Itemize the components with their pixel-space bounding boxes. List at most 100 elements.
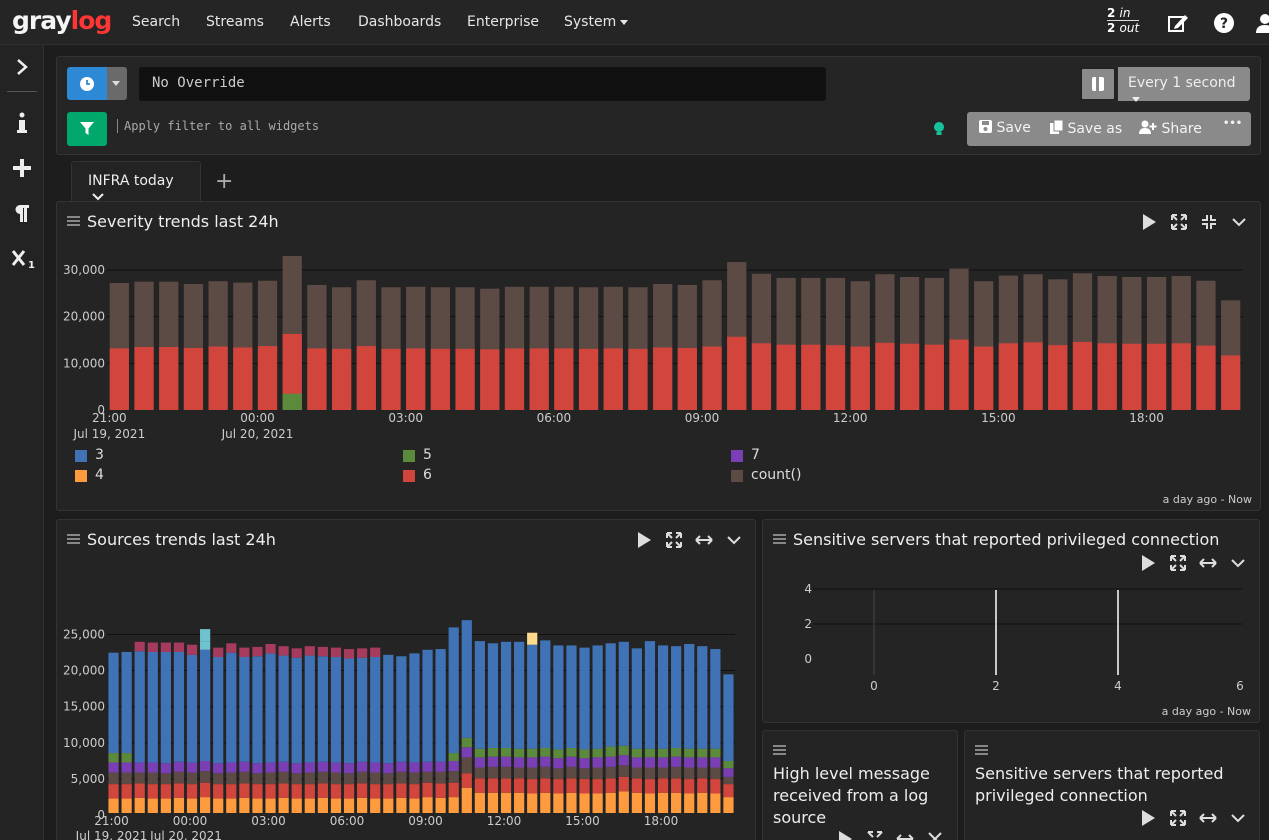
stacked-bar-segment xyxy=(147,642,158,652)
edit-icon[interactable] xyxy=(1167,12,1189,34)
stacked-bar-segment xyxy=(173,783,185,798)
legend-label: 5 xyxy=(423,447,432,463)
filter-input[interactable]: Apply filter to all widgets xyxy=(117,119,319,133)
throughput-indicator[interactable]: 2 in 2 out xyxy=(1107,6,1140,35)
stacked-bar-segment xyxy=(723,776,734,785)
filter-button[interactable] xyxy=(67,112,107,146)
paragraph-icon[interactable] xyxy=(12,203,32,223)
dashboard-actions: Save Save as Share ••• xyxy=(967,112,1251,146)
chevron-down-icon[interactable] xyxy=(724,530,744,550)
refresh-interval-dropdown[interactable]: Every 1 second xyxy=(1118,67,1250,102)
time-range-button[interactable] xyxy=(67,67,107,100)
stacked-bar-segment xyxy=(278,783,289,798)
drag-handle-icon[interactable] xyxy=(773,534,786,544)
copy-icon xyxy=(1050,119,1064,134)
bar-6 xyxy=(504,348,525,410)
play-icon[interactable] xyxy=(1139,212,1159,232)
info-icon[interactable] xyxy=(14,112,30,134)
time-range-dropdown-button[interactable] xyxy=(107,67,127,100)
save-button[interactable]: Save xyxy=(979,120,1031,136)
bar-6 xyxy=(282,333,302,410)
stacked-bar-segment xyxy=(134,772,145,784)
expand-icon[interactable] xyxy=(1168,553,1188,573)
user-icon[interactable] xyxy=(1254,12,1269,34)
nav-streams[interactable]: Streams xyxy=(206,14,264,30)
x-tick-label: 06:00 xyxy=(330,814,365,828)
nav-dashboards[interactable]: Dashboards xyxy=(358,14,442,30)
stacked-bar-segment xyxy=(383,784,394,799)
stacked-bar-segment xyxy=(343,649,355,659)
compress-icon[interactable] xyxy=(1199,212,1219,232)
stacked-bar-segment xyxy=(631,792,642,813)
plus-icon[interactable] xyxy=(12,158,32,178)
help-icon[interactable]: ? xyxy=(1213,12,1235,34)
nav-system[interactable]: System xyxy=(564,14,629,30)
drag-handle-icon[interactable] xyxy=(975,745,988,755)
drag-handle-icon[interactable] xyxy=(67,534,80,544)
legend-item[interactable]: count() xyxy=(731,467,801,483)
top-navbar: graylog Search Streams Alerts Dashboards… xyxy=(0,0,1269,45)
lightbulb-icon[interactable] xyxy=(932,121,946,137)
stacked-bar-segment xyxy=(213,773,224,785)
stacked-bar-segment xyxy=(605,643,616,747)
legend-item[interactable]: 3 xyxy=(75,447,104,463)
graylog-logo[interactable]: graylog xyxy=(12,6,112,35)
stacked-bar-segment xyxy=(134,783,145,798)
stacked-bar-segment xyxy=(461,747,472,758)
share-button[interactable]: Share xyxy=(1139,120,1202,137)
stacked-bar-segment xyxy=(265,784,276,799)
legend-item[interactable]: 4 xyxy=(75,467,104,483)
expand-icon[interactable] xyxy=(664,530,684,550)
resize-width-icon[interactable] xyxy=(895,829,915,840)
stacked-bar-segment xyxy=(540,766,551,779)
subscript-icon[interactable]: 1 xyxy=(11,248,35,270)
stacked-bar-segment xyxy=(396,783,407,798)
tab-infra-today[interactable]: INFRA today xyxy=(71,161,201,201)
add-tab-button[interactable]: + xyxy=(215,169,234,194)
resize-width-icon[interactable] xyxy=(1198,553,1218,573)
y-tick-label: 0 xyxy=(97,808,105,822)
drag-handle-icon[interactable] xyxy=(773,745,786,755)
stacked-bar-segment xyxy=(592,767,603,780)
legend-item[interactable]: 7 xyxy=(731,447,760,463)
chevron-right-icon[interactable] xyxy=(12,57,32,77)
legend-swatch xyxy=(731,450,743,462)
x-tick-sublabel: Jul 19, 2021 xyxy=(72,427,145,441)
stacked-bar-segment xyxy=(108,762,119,773)
stacked-bar-segment xyxy=(710,767,721,780)
stacked-bar-segment xyxy=(657,645,669,749)
stacked-bar-segment xyxy=(160,651,171,764)
play-icon[interactable] xyxy=(634,530,654,550)
expand-icon[interactable] xyxy=(1169,212,1189,232)
stacked-bar-segment xyxy=(108,772,119,785)
expand-icon[interactable] xyxy=(1168,808,1188,828)
nav-alerts[interactable]: Alerts xyxy=(290,14,331,30)
legend-item[interactable]: 5 xyxy=(403,447,432,463)
legend-item[interactable]: 6 xyxy=(403,467,432,483)
chevron-down-icon[interactable] xyxy=(1228,808,1248,828)
stacked-bar-segment xyxy=(605,766,616,779)
chevron-down-icon[interactable] xyxy=(1229,212,1249,232)
x-tick-label: 15:00 xyxy=(565,814,600,828)
x-tick-label: 03:00 xyxy=(388,411,423,425)
time-range-field[interactable]: No Override xyxy=(139,67,826,101)
stacked-bar-segment xyxy=(173,642,185,652)
nav-search[interactable]: Search xyxy=(132,14,181,30)
bar-6 xyxy=(628,348,648,410)
save-as-button[interactable]: Save as xyxy=(1050,119,1122,137)
play-icon[interactable] xyxy=(1138,808,1158,828)
stacked-bar-segment xyxy=(461,787,472,813)
stacked-bar-segment xyxy=(409,784,420,799)
play-icon[interactable] xyxy=(835,829,855,840)
play-icon[interactable] xyxy=(1138,553,1158,573)
nav-enterprise[interactable]: Enterprise xyxy=(467,14,540,30)
drag-handle-icon[interactable] xyxy=(67,216,80,226)
pause-refresh-button[interactable] xyxy=(1080,67,1116,101)
close-icon[interactable] xyxy=(925,829,945,840)
chevron-down-icon[interactable] xyxy=(1228,553,1248,573)
expand-icon[interactable] xyxy=(865,829,885,840)
more-actions-button[interactable]: ••• xyxy=(1223,118,1243,129)
resize-width-icon[interactable] xyxy=(694,530,714,550)
resize-width-icon[interactable] xyxy=(1198,808,1218,828)
stacked-bar-segment xyxy=(553,749,564,759)
